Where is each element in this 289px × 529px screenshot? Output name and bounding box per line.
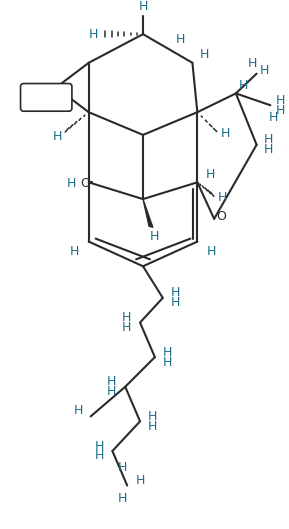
Text: Abs: Abs	[36, 91, 57, 104]
Text: H: H	[163, 345, 173, 359]
Text: H: H	[205, 168, 215, 181]
Text: H: H	[138, 0, 148, 13]
Text: H: H	[239, 79, 249, 92]
Text: H: H	[107, 376, 116, 388]
Text: H: H	[276, 104, 285, 117]
Text: O: O	[80, 177, 90, 190]
Text: H: H	[217, 190, 227, 204]
Text: H: H	[74, 404, 84, 417]
Text: H: H	[95, 440, 104, 452]
Text: H: H	[66, 177, 76, 190]
Polygon shape	[143, 199, 153, 227]
Text: H: H	[107, 385, 116, 398]
Text: H: H	[163, 355, 173, 369]
Text: H: H	[148, 420, 158, 433]
Text: H: H	[276, 94, 285, 107]
Text: H: H	[248, 57, 257, 70]
Text: H: H	[95, 450, 104, 462]
Text: H: H	[70, 245, 79, 258]
Text: H: H	[118, 461, 127, 475]
Text: H: H	[220, 127, 230, 140]
Text: H: H	[269, 111, 278, 124]
Text: O: O	[216, 211, 226, 223]
Text: H: H	[118, 492, 127, 505]
Text: H: H	[89, 28, 98, 41]
Text: H: H	[206, 245, 216, 258]
Text: H: H	[176, 33, 185, 45]
Text: H: H	[260, 64, 269, 77]
Text: H: H	[171, 286, 180, 299]
Text: H: H	[150, 230, 160, 243]
Text: H: H	[122, 311, 131, 324]
Text: H: H	[122, 321, 131, 334]
Text: H: H	[264, 133, 273, 147]
Text: H: H	[148, 410, 158, 423]
Text: H: H	[52, 130, 62, 143]
Text: H: H	[135, 474, 145, 487]
Text: H: H	[200, 48, 209, 61]
Text: H: H	[171, 296, 180, 309]
FancyBboxPatch shape	[21, 84, 72, 111]
Text: H: H	[264, 143, 273, 156]
